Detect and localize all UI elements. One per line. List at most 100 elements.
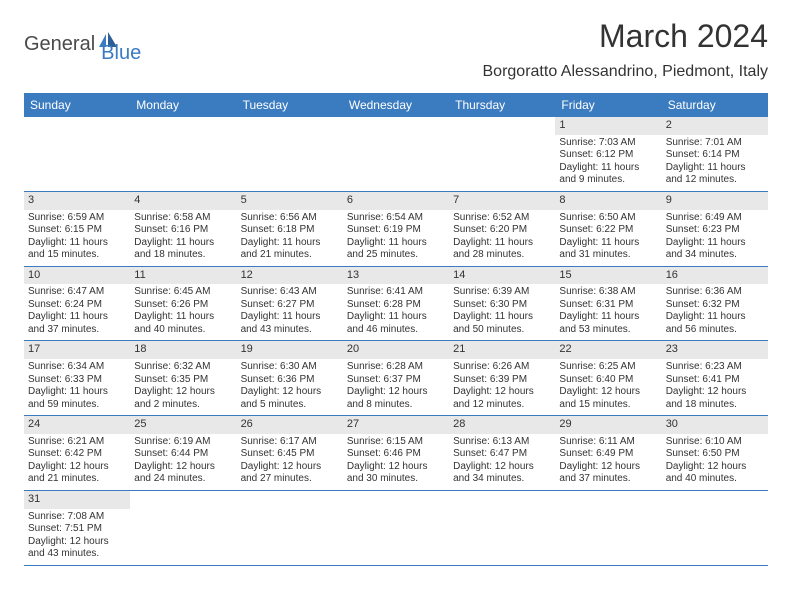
day-number: 20 — [343, 341, 449, 359]
day-sunset: Sunset: 6:23 PM — [666, 224, 764, 237]
day-cell — [130, 117, 236, 191]
day-daylight2: and 24 minutes. — [134, 473, 232, 486]
day-daylight1: Daylight: 12 hours — [559, 461, 657, 474]
day-daylight1: Daylight: 12 hours — [241, 386, 339, 399]
day-number: 11 — [130, 267, 236, 285]
day-sunset: Sunset: 6:14 PM — [666, 149, 764, 162]
day-cell: 1Sunrise: 7:03 AMSunset: 6:12 PMDaylight… — [555, 117, 661, 191]
day-cell: 24Sunrise: 6:21 AMSunset: 6:42 PMDayligh… — [24, 416, 130, 491]
day-daylight2: and 25 minutes. — [347, 249, 445, 262]
day-number: 14 — [449, 267, 555, 285]
day-sunrise: Sunrise: 6:10 AM — [666, 436, 764, 449]
day-daylight2: and 34 minutes. — [453, 473, 551, 486]
day-number: 9 — [662, 192, 768, 210]
day-sunrise: Sunrise: 6:19 AM — [134, 436, 232, 449]
day-header-row: Sunday Monday Tuesday Wednesday Thursday… — [24, 93, 768, 117]
day-number — [237, 491, 343, 509]
day-sunrise: Sunrise: 6:50 AM — [559, 212, 657, 225]
day-daylight1: Daylight: 11 hours — [134, 237, 232, 250]
day-daylight2: and 53 minutes. — [559, 324, 657, 337]
day-cell: 31Sunrise: 7:08 AMSunset: 7:51 PMDayligh… — [24, 490, 130, 565]
day-daylight1: Daylight: 12 hours — [134, 386, 232, 399]
day-number: 22 — [555, 341, 661, 359]
day-daylight1: Daylight: 11 hours — [666, 237, 764, 250]
day-number: 26 — [237, 416, 343, 434]
week-row: 31Sunrise: 7:08 AMSunset: 7:51 PMDayligh… — [24, 490, 768, 565]
day-number — [343, 117, 449, 135]
day-cell: 28Sunrise: 6:13 AMSunset: 6:47 PMDayligh… — [449, 416, 555, 491]
day-number: 19 — [237, 341, 343, 359]
day-daylight1: Daylight: 11 hours — [28, 311, 126, 324]
day-daylight1: Daylight: 12 hours — [666, 386, 764, 399]
day-cell: 2Sunrise: 7:01 AMSunset: 6:14 PMDaylight… — [662, 117, 768, 191]
day-cell: 11Sunrise: 6:45 AMSunset: 6:26 PMDayligh… — [130, 266, 236, 341]
week-row: 10Sunrise: 6:47 AMSunset: 6:24 PMDayligh… — [24, 266, 768, 341]
day-daylight2: and 18 minutes. — [666, 399, 764, 412]
day-daylight2: and 12 minutes. — [453, 399, 551, 412]
day-number: 3 — [24, 192, 130, 210]
day-sunset: Sunset: 6:35 PM — [134, 374, 232, 387]
day-cell: 5Sunrise: 6:56 AMSunset: 6:18 PMDaylight… — [237, 191, 343, 266]
month-title: March 2024 — [483, 18, 769, 55]
day-cell: 30Sunrise: 6:10 AMSunset: 6:50 PMDayligh… — [662, 416, 768, 491]
day-cell — [130, 490, 236, 565]
calendar-table: Sunday Monday Tuesday Wednesday Thursday… — [24, 93, 768, 566]
day-number: 13 — [343, 267, 449, 285]
day-daylight2: and 56 minutes. — [666, 324, 764, 337]
day-daylight2: and 43 minutes. — [28, 548, 126, 561]
day-sunrise: Sunrise: 7:08 AM — [28, 511, 126, 524]
day-sunrise: Sunrise: 6:41 AM — [347, 286, 445, 299]
day-sunrise: Sunrise: 6:15 AM — [347, 436, 445, 449]
day-number — [555, 491, 661, 509]
day-sunrise: Sunrise: 6:45 AM — [134, 286, 232, 299]
day-cell — [449, 117, 555, 191]
day-sunrise: Sunrise: 6:54 AM — [347, 212, 445, 225]
day-cell: 26Sunrise: 6:17 AMSunset: 6:45 PMDayligh… — [237, 416, 343, 491]
day-sunrise: Sunrise: 6:32 AM — [134, 361, 232, 374]
week-row: 17Sunrise: 6:34 AMSunset: 6:33 PMDayligh… — [24, 341, 768, 416]
day-header: Wednesday — [343, 93, 449, 117]
day-sunrise: Sunrise: 6:21 AM — [28, 436, 126, 449]
day-cell: 10Sunrise: 6:47 AMSunset: 6:24 PMDayligh… — [24, 266, 130, 341]
day-cell: 25Sunrise: 6:19 AMSunset: 6:44 PMDayligh… — [130, 416, 236, 491]
day-daylight1: Daylight: 11 hours — [559, 237, 657, 250]
day-number: 15 — [555, 267, 661, 285]
day-daylight2: and 50 minutes. — [453, 324, 551, 337]
day-cell — [237, 117, 343, 191]
day-number: 31 — [24, 491, 130, 509]
day-number: 5 — [237, 192, 343, 210]
day-sunset: Sunset: 6:47 PM — [453, 448, 551, 461]
day-cell: 8Sunrise: 6:50 AMSunset: 6:22 PMDaylight… — [555, 191, 661, 266]
day-daylight2: and 2 minutes. — [134, 399, 232, 412]
day-sunrise: Sunrise: 6:59 AM — [28, 212, 126, 225]
page-header: General Blue March 2024 Borgoratto Aless… — [0, 0, 792, 87]
week-row: 24Sunrise: 6:21 AMSunset: 6:42 PMDayligh… — [24, 416, 768, 491]
day-sunrise: Sunrise: 6:23 AM — [666, 361, 764, 374]
day-number — [130, 491, 236, 509]
day-number: 1 — [555, 117, 661, 135]
day-number: 6 — [343, 192, 449, 210]
day-sunrise: Sunrise: 6:11 AM — [559, 436, 657, 449]
day-sunset: Sunset: 6:39 PM — [453, 374, 551, 387]
day-number — [237, 117, 343, 135]
day-number: 12 — [237, 267, 343, 285]
day-header: Saturday — [662, 93, 768, 117]
day-number: 30 — [662, 416, 768, 434]
day-daylight1: Daylight: 11 hours — [453, 311, 551, 324]
day-daylight1: Daylight: 11 hours — [241, 237, 339, 250]
day-sunrise: Sunrise: 6:25 AM — [559, 361, 657, 374]
day-cell — [449, 490, 555, 565]
day-cell — [662, 490, 768, 565]
day-cell: 23Sunrise: 6:23 AMSunset: 6:41 PMDayligh… — [662, 341, 768, 416]
day-daylight1: Daylight: 11 hours — [666, 311, 764, 324]
day-cell: 4Sunrise: 6:58 AMSunset: 6:16 PMDaylight… — [130, 191, 236, 266]
day-sunset: Sunset: 6:24 PM — [28, 299, 126, 312]
day-header: Sunday — [24, 93, 130, 117]
day-header: Friday — [555, 93, 661, 117]
day-sunset: Sunset: 6:49 PM — [559, 448, 657, 461]
day-sunrise: Sunrise: 6:58 AM — [134, 212, 232, 225]
day-number: 4 — [130, 192, 236, 210]
day-daylight1: Daylight: 11 hours — [347, 311, 445, 324]
day-sunrise: Sunrise: 6:39 AM — [453, 286, 551, 299]
day-number: 7 — [449, 192, 555, 210]
